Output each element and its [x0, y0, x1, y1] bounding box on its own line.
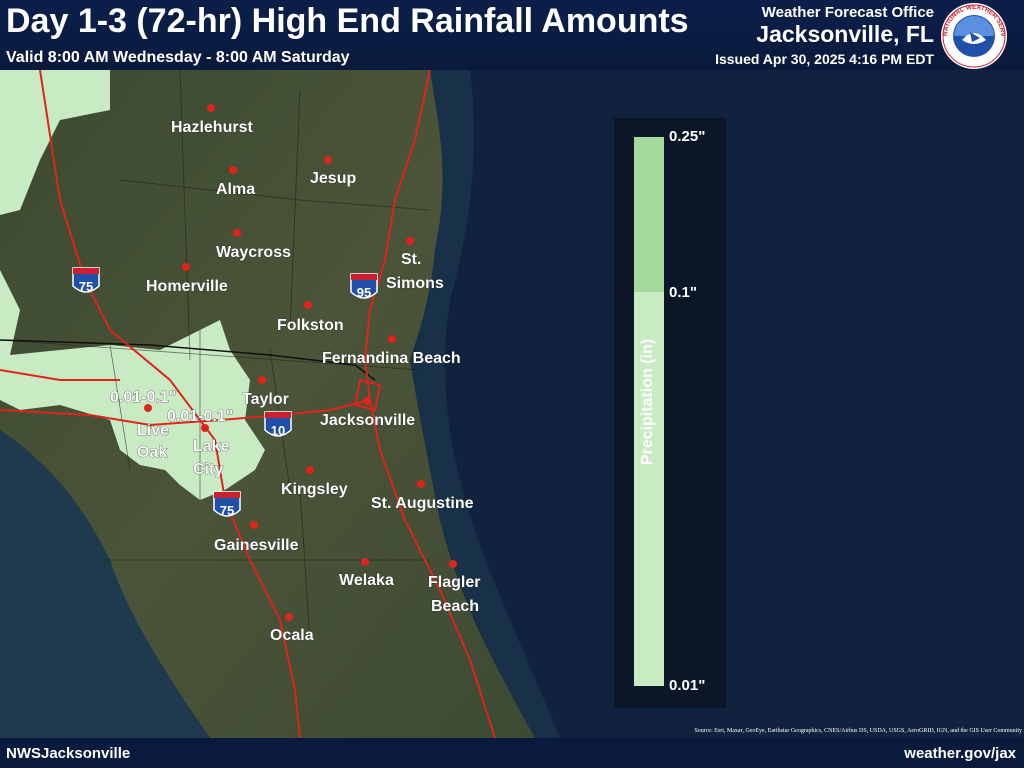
- waycross-dot: [233, 229, 241, 237]
- contour-label-2: 0.01-0.1": [167, 408, 233, 425]
- office-line: Weather Forecast Office: [761, 4, 934, 21]
- live-oak-dot: [144, 404, 152, 412]
- label-jesup: Jesup: [310, 170, 356, 187]
- lake-city-dot: [201, 424, 209, 432]
- welaka-dot: [361, 558, 369, 566]
- label-kingsley: Kingsley: [281, 481, 348, 498]
- header-bar: Day 1-3 (72-hr) High End Rainfall Amount…: [0, 0, 1024, 70]
- legend-tick-01: 0.1": [669, 284, 697, 301]
- issued-time: Issued Apr 30, 2025 4:16 PM EDT: [715, 51, 934, 67]
- st-augustine-dot: [417, 480, 425, 488]
- svg-text:95: 95: [357, 285, 371, 300]
- svg-text:10: 10: [271, 423, 285, 438]
- i95-shield: 95: [350, 273, 378, 300]
- label-ocala: Ocala: [270, 627, 314, 644]
- svg-text:75: 75: [220, 503, 234, 518]
- taylor-dot: [258, 376, 266, 384]
- ocala-dot: [285, 613, 293, 621]
- valid-period: Valid 8:00 AM Wednesday - 8:00 AM Saturd…: [6, 49, 350, 66]
- label-st-augustine: St. Augustine: [371, 495, 474, 512]
- label-hazlehurst: Hazlehurst: [171, 119, 253, 136]
- city-dots: [144, 104, 457, 621]
- label-live: Live: [137, 422, 169, 439]
- label-homerville: Homerville: [146, 278, 228, 295]
- gulf-water: [0, 430, 210, 738]
- alma-dot: [229, 166, 237, 174]
- label-beach: Beach: [431, 598, 479, 615]
- land: [0, 70, 535, 738]
- label-folkston: Folkston: [277, 317, 344, 334]
- st-simons-dot: [406, 237, 414, 245]
- flagler-dot: [449, 560, 457, 568]
- i10-shield: 10: [264, 411, 292, 438]
- social-handle: NWSJacksonville: [6, 745, 131, 762]
- homerville-dot: [182, 263, 190, 271]
- coastal-shelf: [410, 70, 560, 738]
- office-city: Jacksonville, FL: [756, 21, 934, 47]
- label-flagler: Flagler: [428, 574, 480, 591]
- legend-bar-lower: [634, 292, 664, 686]
- label-simons: Simons: [386, 275, 444, 292]
- label-alma: Alma: [216, 181, 255, 198]
- nws-logo-icon: NATIONAL WEATHER SERVICE: [940, 2, 1007, 69]
- i75-shield-north: 75: [72, 267, 100, 294]
- label-lake: Lake: [193, 438, 230, 455]
- state-line: [0, 339, 376, 381]
- page-title: Day 1-3 (72-hr) High End Rainfall Amount…: [6, 2, 689, 40]
- map-source: Source: Esri, Maxar, GeoEye, Earthstar G…: [694, 728, 1022, 734]
- folkston-dot: [304, 301, 312, 309]
- website-link[interactable]: weather.gov/jax: [904, 745, 1016, 762]
- kingsley-dot: [306, 466, 314, 474]
- label-welaka: Welaka: [339, 572, 394, 589]
- label-jacksonville: Jacksonville: [320, 412, 415, 429]
- label-waycross: Waycross: [216, 244, 291, 261]
- label-st: St.: [401, 251, 421, 268]
- roads: [0, 69, 496, 739]
- label-gainesville: Gainesville: [214, 537, 299, 554]
- contour-label-1: 0.01-0.1": [110, 389, 176, 406]
- svg-text:75: 75: [79, 279, 93, 294]
- legend: 0.25" 0.1" 0.01" Precipitation (in): [614, 118, 726, 708]
- gainesville-dot: [250, 521, 258, 529]
- jesup-dot: [324, 156, 332, 164]
- legend-tick-001: 0.01": [669, 677, 706, 694]
- label-city: City: [193, 461, 223, 478]
- legend-bar-upper: [634, 137, 664, 292]
- legend-tick-025: 0.25": [669, 128, 706, 145]
- hazlehurst-dot: [207, 104, 215, 112]
- jacksonville-dot: [363, 397, 371, 405]
- label-taylor: Taylor: [242, 391, 289, 408]
- legend-title: Precipitation (in): [639, 338, 656, 466]
- rain-area-west: [0, 270, 265, 500]
- label-oak: Oak: [137, 444, 167, 461]
- label-fernandina: Fernandina Beach: [322, 350, 461, 367]
- rain-area-north: [0, 70, 110, 215]
- fernandina-dot: [388, 335, 396, 343]
- footer-bar: NWSJacksonville weather.gov/jax: [0, 738, 1024, 768]
- i75-shield-south: 75: [213, 491, 241, 518]
